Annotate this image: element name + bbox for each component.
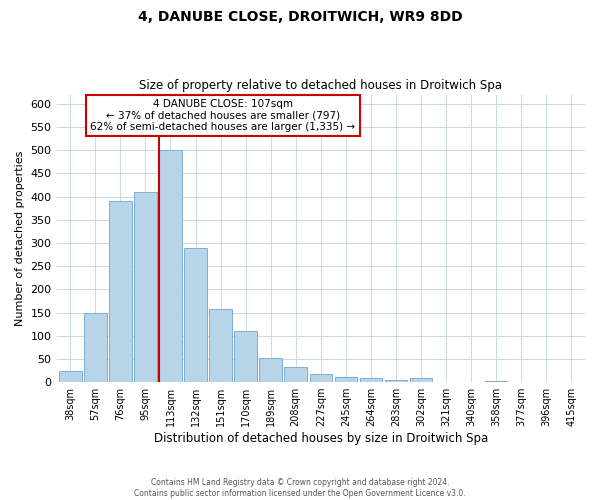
Bar	[410, 378, 432, 382]
Text: 4, DANUBE CLOSE, DROITWICH, WR9 8DD: 4, DANUBE CLOSE, DROITWICH, WR9 8DD	[137, 10, 463, 24]
Bar	[59, 372, 82, 382]
Text: Contains HM Land Registry data © Crown copyright and database right 2024.
Contai: Contains HM Land Registry data © Crown c…	[134, 478, 466, 498]
Bar	[385, 380, 407, 382]
Title: Size of property relative to detached houses in Droitwich Spa: Size of property relative to detached ho…	[139, 79, 502, 92]
Bar	[284, 367, 307, 382]
Bar	[335, 376, 357, 382]
Bar	[159, 150, 182, 382]
Bar	[209, 309, 232, 382]
Y-axis label: Number of detached properties: Number of detached properties	[15, 150, 25, 326]
Bar	[184, 248, 207, 382]
Bar	[259, 358, 282, 382]
Bar	[84, 312, 107, 382]
X-axis label: Distribution of detached houses by size in Droitwich Spa: Distribution of detached houses by size …	[154, 432, 488, 445]
Bar	[109, 201, 131, 382]
Bar	[235, 331, 257, 382]
Bar	[359, 378, 382, 382]
Bar	[485, 381, 508, 382]
Text: 4 DANUBE CLOSE: 107sqm
← 37% of detached houses are smaller (797)
62% of semi-de: 4 DANUBE CLOSE: 107sqm ← 37% of detached…	[91, 99, 356, 132]
Bar	[310, 374, 332, 382]
Bar	[134, 192, 157, 382]
